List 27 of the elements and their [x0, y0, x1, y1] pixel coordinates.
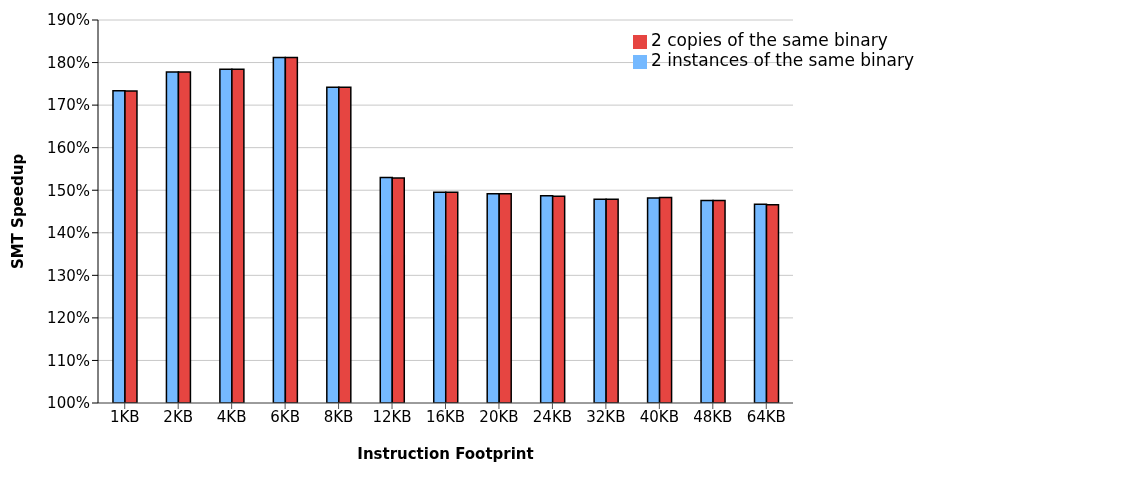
x-tick-label: 40KB: [639, 407, 679, 426]
legend-label: 2 instances of the same binary: [651, 50, 915, 70]
y-tick-label: 100%: [47, 394, 90, 413]
y-tick-label: 190%: [47, 11, 90, 30]
x-tick-label: 2KB: [163, 407, 194, 426]
x-axis-title: Instruction Footprint: [357, 445, 534, 463]
y-tick-label: 110%: [47, 351, 90, 370]
x-tick-label: 16KB: [425, 407, 466, 426]
y-tick-label: 130%: [47, 266, 90, 285]
x-tick-label: 6KB: [270, 407, 300, 426]
y-tick-label: 150%: [47, 181, 90, 200]
x-tick-label: 20KB: [479, 407, 519, 426]
y-tick-label: 120%: [47, 309, 90, 328]
x-tick-label: 8KB: [323, 407, 354, 426]
x-tick-label: 64KB: [746, 407, 786, 426]
x-tick-label: 1KB: [109, 407, 140, 426]
y-tick-label: 180%: [47, 53, 90, 72]
y-tick-label: 160%: [47, 138, 90, 157]
x-tick-label: 32KB: [586, 407, 626, 426]
x-tick-label: 48KB: [693, 407, 733, 426]
x-tick-label: 12KB: [372, 407, 412, 426]
y-tick-label: 170%: [47, 96, 90, 115]
x-tick-label: 24KB: [532, 407, 573, 426]
y-tick-label: 140%: [47, 224, 90, 243]
x-tick-label: 4KB: [216, 407, 247, 426]
legend-label: 2 copies of the same binary: [651, 30, 888, 50]
y-axis-title: SMT Speedup: [9, 153, 28, 270]
